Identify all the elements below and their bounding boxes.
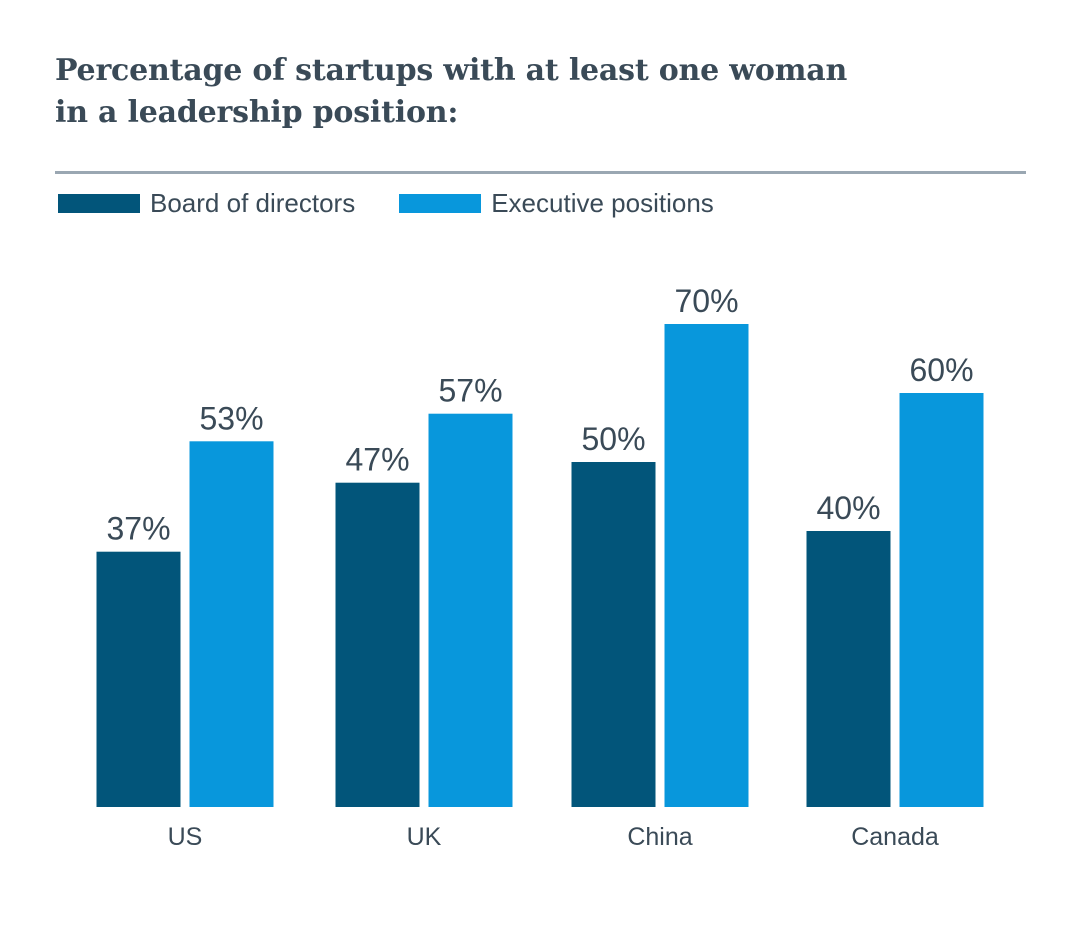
legend-label-board: Board of directors (150, 187, 356, 218)
data-label-executive-us: 53% (199, 400, 263, 436)
data-label-board-uk: 47% (345, 442, 409, 478)
legend-swatch-board (58, 193, 140, 213)
data-label-board-canada: 40% (816, 490, 880, 526)
title-divider (55, 171, 1026, 174)
legend-label-executive: Executive positions (491, 187, 714, 218)
bar-executive-china (664, 324, 749, 807)
legend-swatch-executive (399, 193, 482, 213)
legend-item-executive: Executive positions (399, 188, 714, 219)
data-label-board-china: 50% (581, 421, 645, 457)
bar-board-canada (806, 531, 891, 807)
chart-title-line-1: Percentage of startups with at least one… (55, 53, 848, 88)
bar-executive-canada (899, 393, 984, 807)
category-label-uk: UK (407, 823, 442, 851)
legend: Board of directors Executive positions (58, 186, 758, 220)
data-label-executive-canada: 60% (909, 352, 973, 388)
bar-board-china (571, 462, 656, 807)
category-label-canada: Canada (851, 823, 939, 851)
category-label-us: US (168, 823, 203, 851)
bar-board-uk (335, 482, 420, 807)
bar-board-us (96, 551, 181, 807)
bar-executive-uk (428, 413, 513, 807)
bar-executive-us (189, 441, 274, 807)
data-label-executive-china: 70% (674, 283, 738, 319)
data-label-board-us: 37% (106, 511, 170, 547)
chart-title: Percentage of startups with at least one… (55, 50, 955, 134)
legend-item-board: Board of directors (58, 188, 355, 219)
data-label-executive-uk: 57% (438, 373, 502, 409)
chart-title-line-2: in a leadership position: (55, 95, 459, 130)
category-label-china: China (627, 823, 692, 851)
